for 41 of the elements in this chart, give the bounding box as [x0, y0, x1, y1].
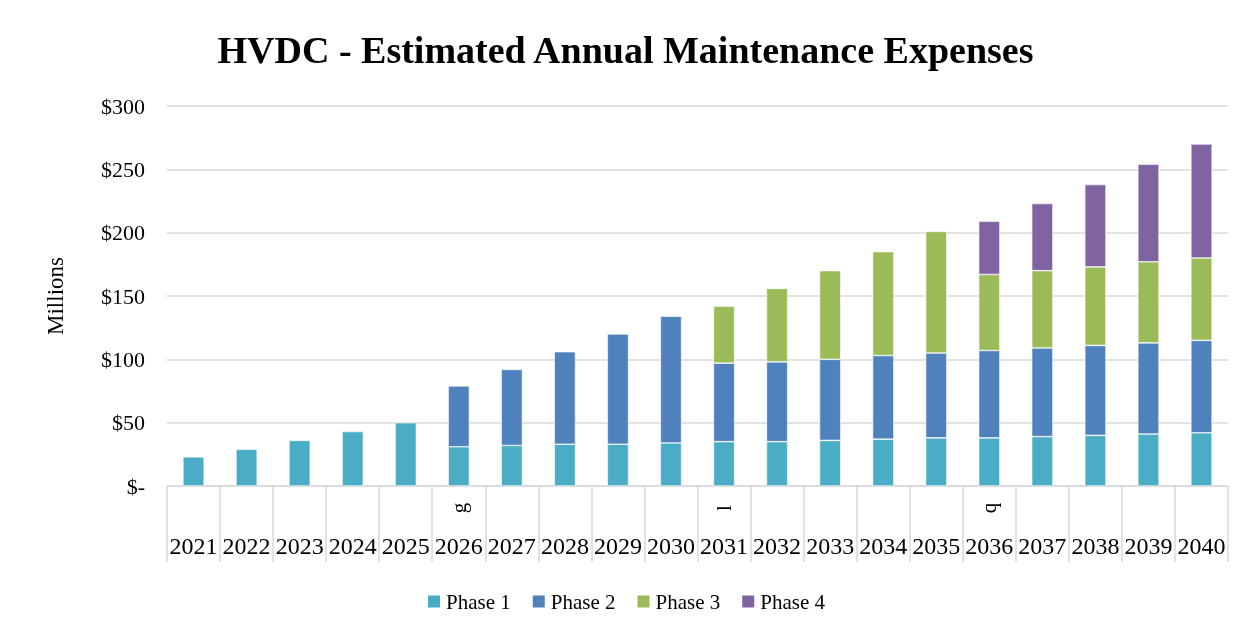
- text: l: [712, 504, 737, 511]
- bar: [289, 440, 311, 486]
- y-tick-label: $300: [101, 93, 145, 119]
- x-tick-label: 2023: [275, 533, 324, 559]
- x-tick-label: 2038: [1071, 533, 1120, 559]
- x-tick-label: 2021: [169, 533, 218, 559]
- x-tick-label: 2036: [965, 533, 1014, 559]
- y-tick-label: $150: [101, 283, 145, 309]
- x-tick-label: 2028: [540, 533, 589, 559]
- x-tick-label: 2031: [700, 533, 749, 559]
- text: g: [446, 502, 471, 514]
- y-tick-label: $-: [126, 473, 145, 499]
- legend-label: Phase 2: [550, 589, 616, 614]
- bar: [342, 431, 364, 486]
- y-tick-label: $50: [112, 410, 145, 436]
- y-tick-label: $200: [101, 220, 145, 246]
- bar: [235, 449, 258, 486]
- x-tick-label: 2034: [859, 533, 908, 559]
- x-tick-label: 2025: [381, 533, 430, 559]
- x-tick-label: 2026: [434, 533, 483, 559]
- x-tick-label: 2040: [1177, 533, 1226, 559]
- chart-title: HVDC - Estimated Annual Maintenance Expenses: [217, 29, 1034, 71]
- y-tick-label: $100: [101, 346, 145, 372]
- y-axis-title: Millions: [43, 256, 68, 335]
- x-tick-label: 2030: [646, 533, 695, 559]
- legend-label: Phase 4: [760, 589, 826, 614]
- x-tick-label: 2029: [593, 533, 642, 559]
- x-tick-label: 2035: [912, 533, 961, 559]
- x-tick-label: 2033: [806, 533, 855, 559]
- x-tick-label: 2024: [328, 533, 377, 559]
- x-tick-label: 2039: [1124, 533, 1173, 559]
- legend-label: Phase 3: [655, 589, 721, 614]
- x-tick-label: 2032: [753, 533, 802, 559]
- text: q: [977, 502, 1002, 514]
- legend-label: Phase 1: [446, 589, 511, 614]
- bar: [182, 456, 205, 486]
- bar: [395, 422, 417, 486]
- x-tick-label: 2022: [222, 533, 271, 559]
- y-tick-label: $250: [101, 156, 145, 182]
- x-tick-label: 2037: [1018, 533, 1067, 559]
- x-tick-label: 2027: [487, 533, 536, 559]
